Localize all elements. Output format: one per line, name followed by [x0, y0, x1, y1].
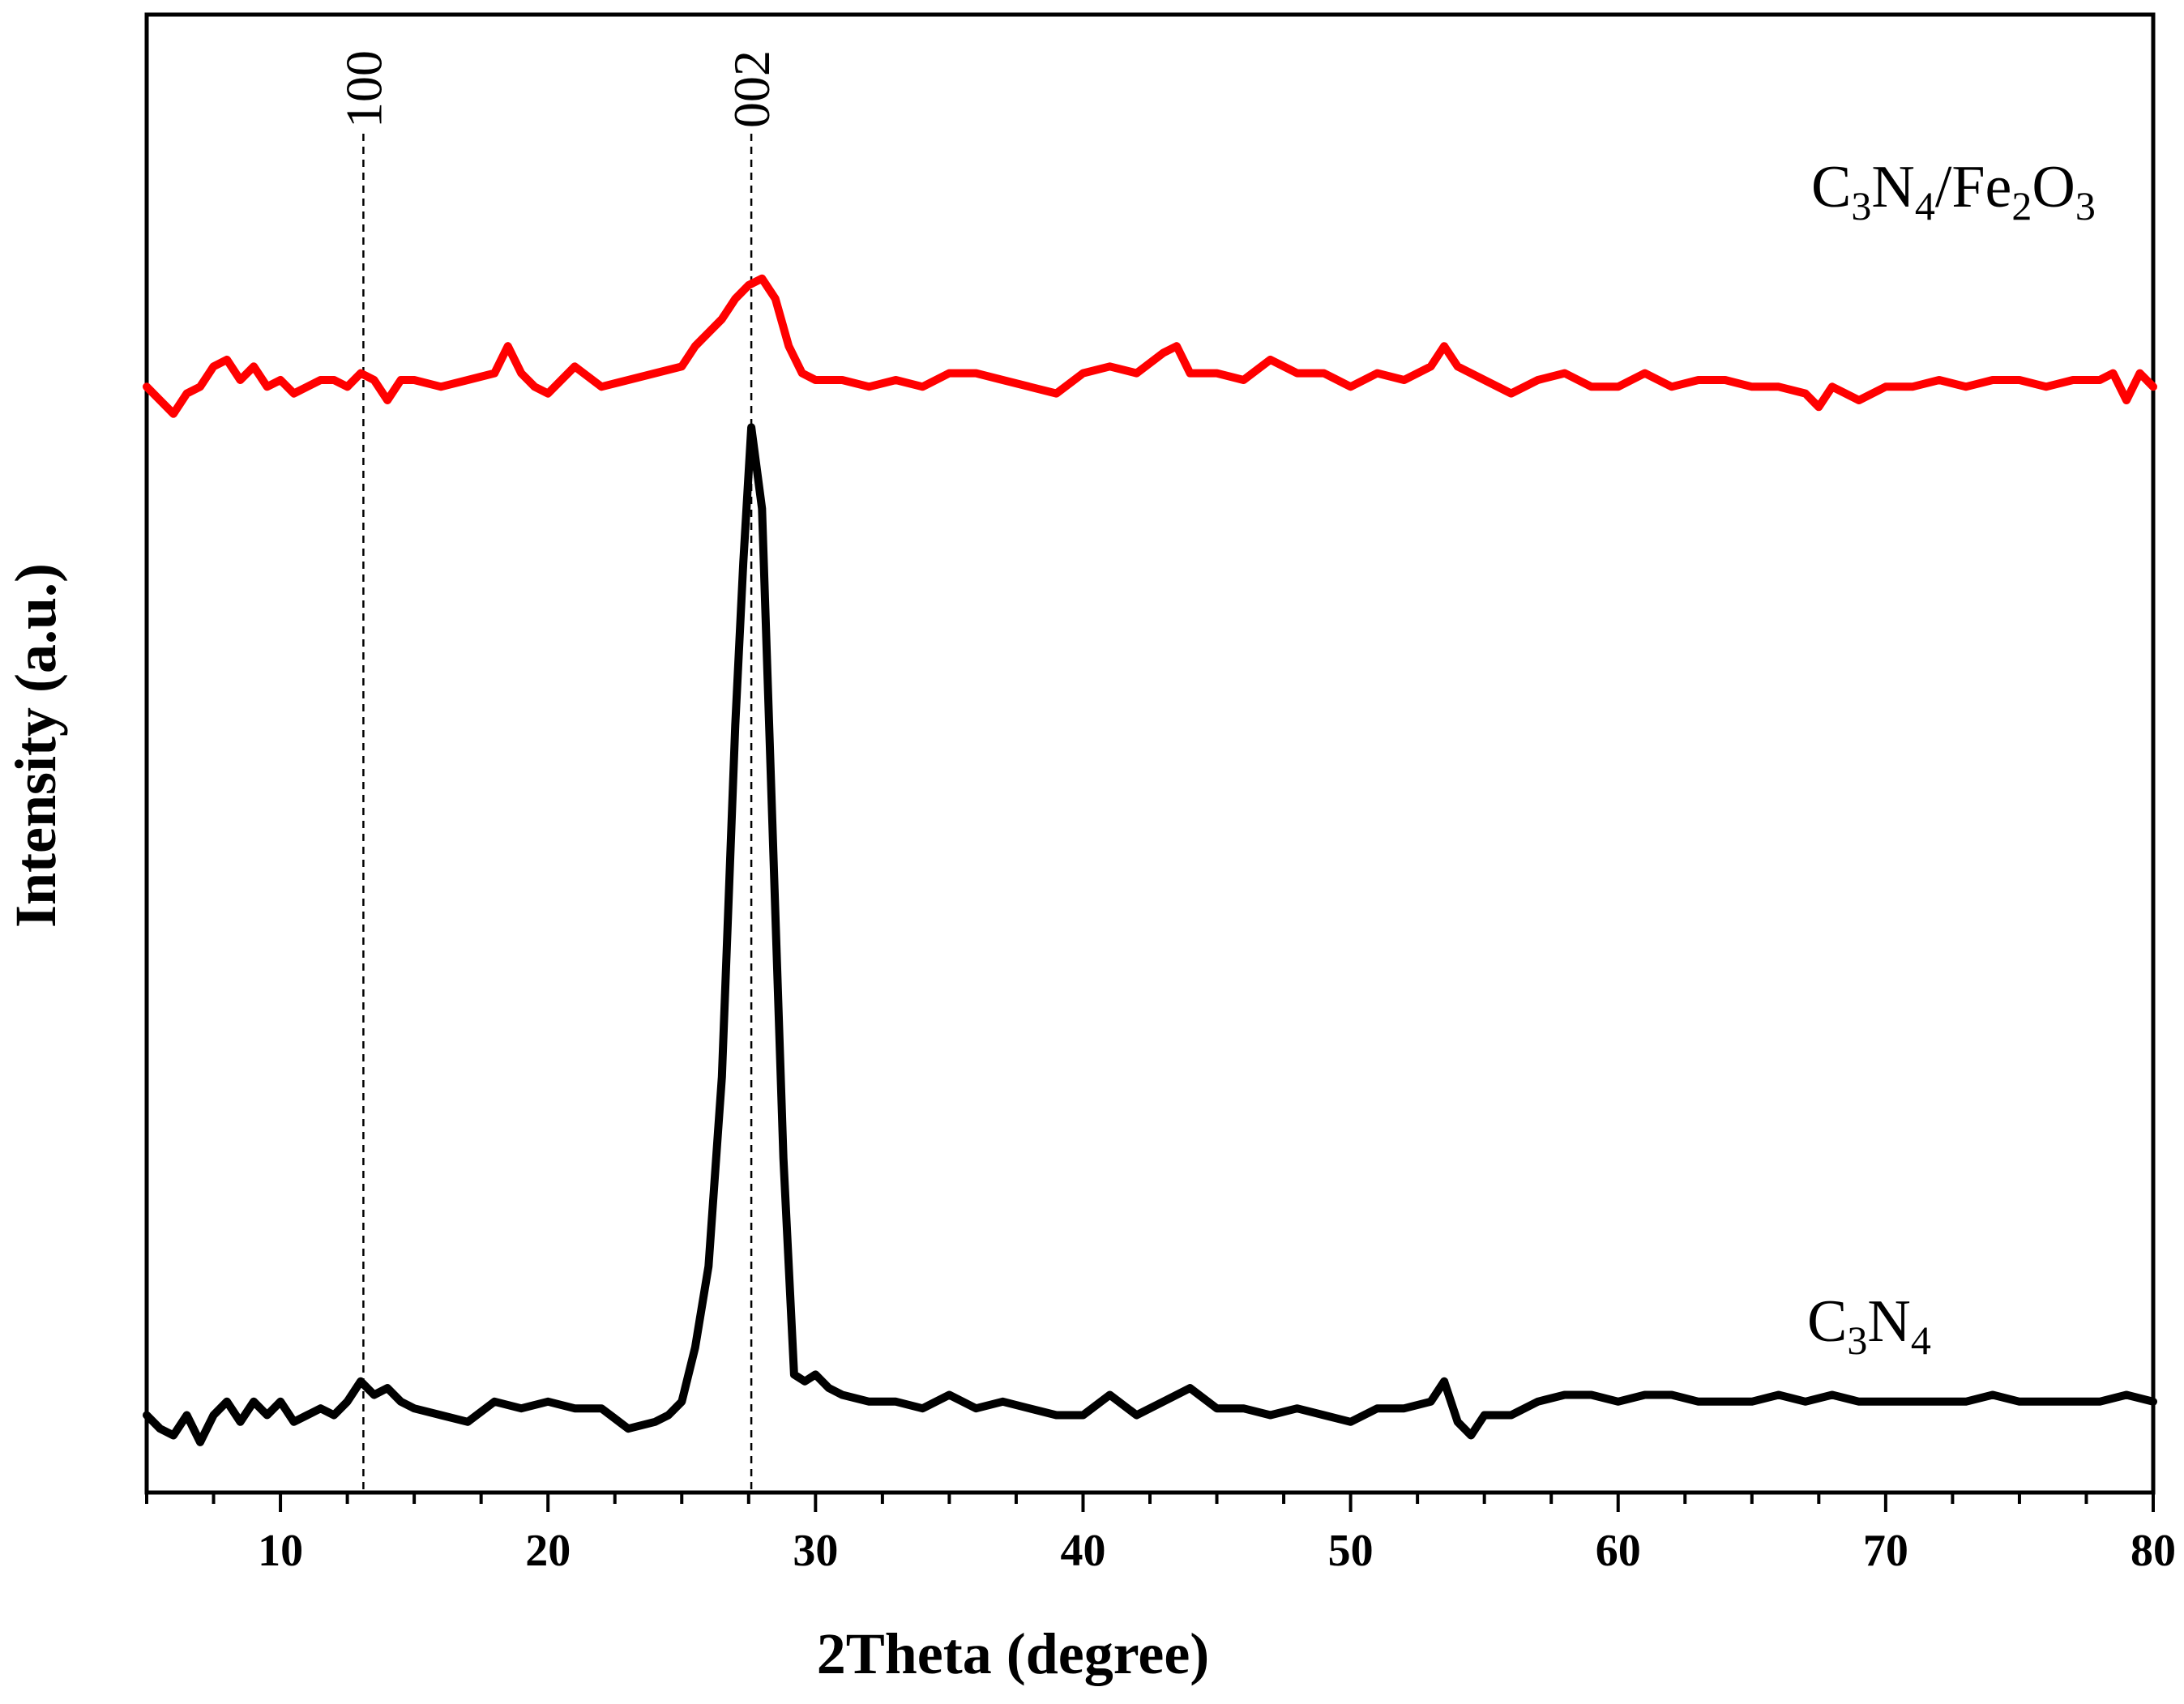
x-tick-label: 50: [1328, 1526, 1374, 1576]
x-tick-label: 80: [2131, 1526, 2176, 1576]
peak-label: 100: [335, 50, 392, 128]
peak-annotations: 100 002: [335, 50, 780, 1493]
peak-label: 002: [723, 50, 780, 128]
series-lines: [143, 274, 2157, 1446]
x-tick-label: 30: [793, 1526, 838, 1576]
x-tick-label: 60: [1596, 1526, 1641, 1576]
plot-frame: [144, 12, 2156, 1495]
series-label-1: C3N4/Fe2O3: [1811, 154, 2096, 228]
x-tick-label: 20: [525, 1526, 571, 1576]
x-axis-title: 2Theta (degree): [817, 1621, 1210, 1686]
series-label-0: C3N4: [1807, 1288, 1931, 1363]
series-labels: C3N4 C3N4/Fe2O3: [1807, 154, 2096, 1363]
y-axis-title: Intensity (a.u.): [3, 563, 68, 928]
x-tick-label: 70: [1863, 1526, 1908, 1576]
x-tick-label: 10: [258, 1526, 303, 1576]
series-line-0: [143, 423, 2157, 1446]
x-axis-ticks: 10 20 30 40 50 60 70 80: [145, 1493, 2176, 1576]
series-line-1: [143, 274, 2157, 418]
x-tick-label: 40: [1060, 1526, 1105, 1576]
